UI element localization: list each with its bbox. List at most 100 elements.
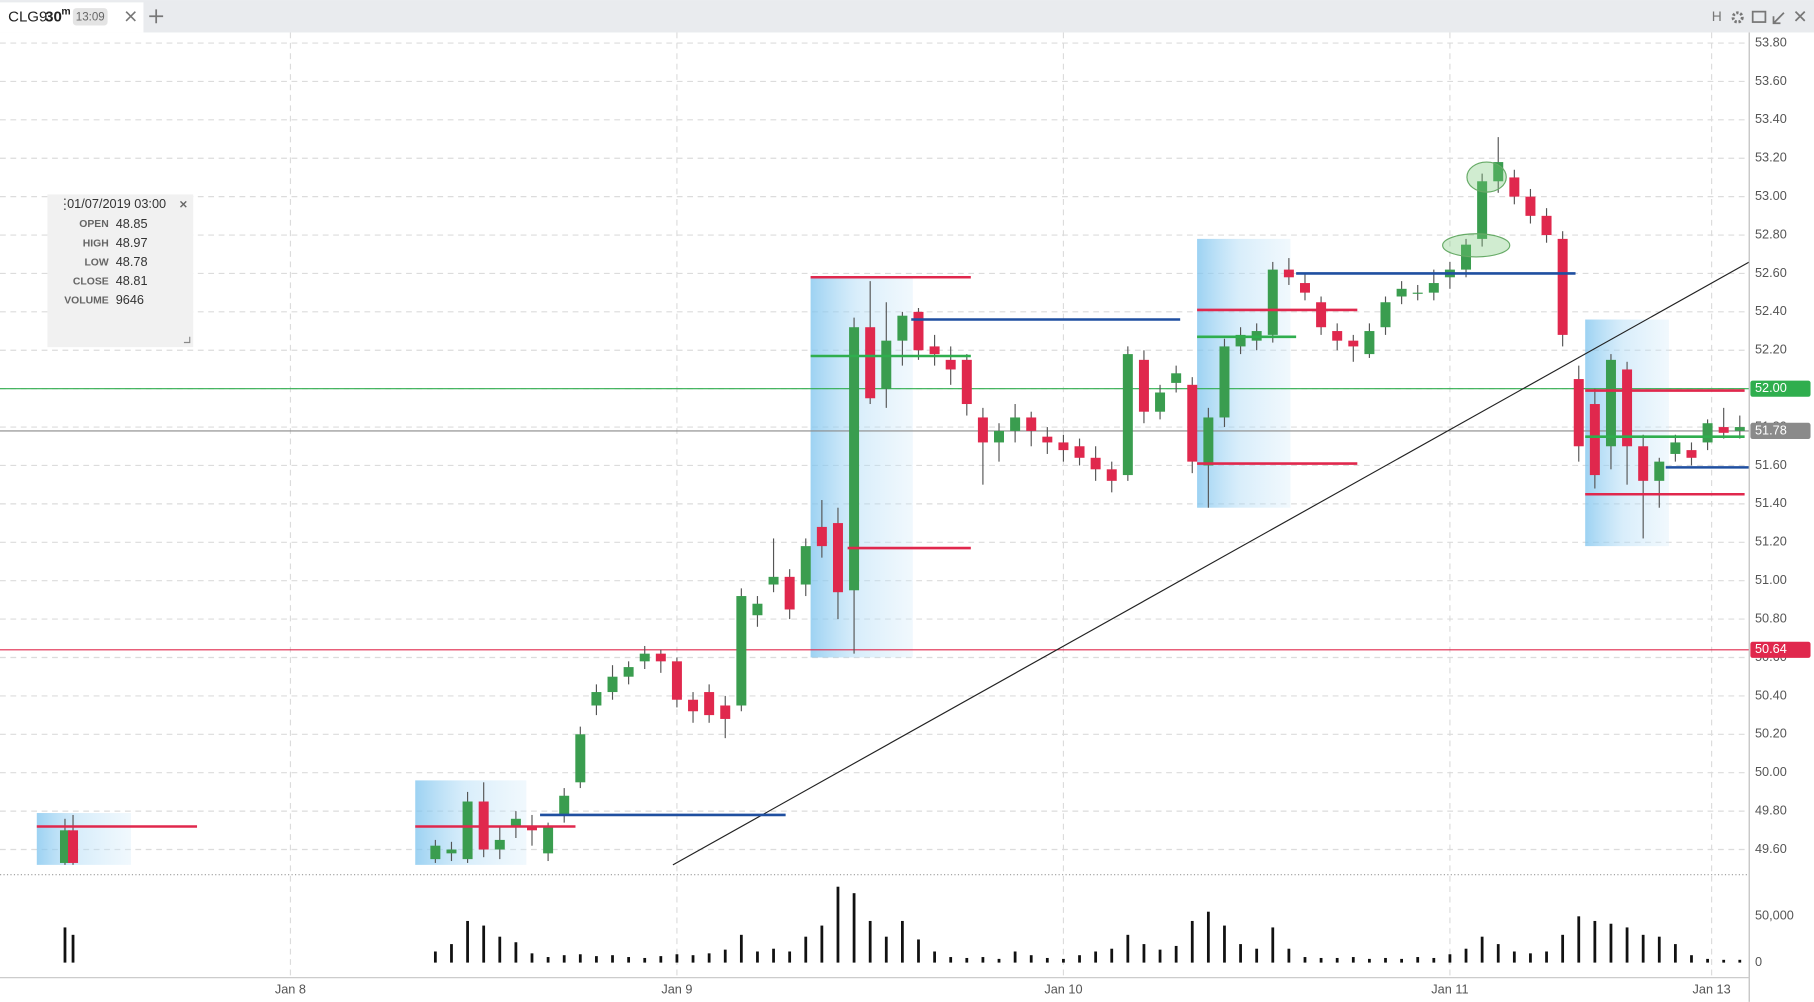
volume-bar [1593, 920, 1597, 963]
candle-body [784, 576, 795, 610]
candle-body [1557, 238, 1568, 335]
candle-body [1155, 392, 1166, 412]
volume-bar [1351, 957, 1355, 963]
volume-bar [917, 939, 920, 963]
tooltip: ⋮ 01/07/2019 03:00 OPEN 48.85 HIGH 48.97 LOW… [47, 194, 194, 348]
volume-bar [466, 920, 469, 963]
candle-body [1026, 417, 1037, 431]
axis-panel [1749, 32, 1814, 1002]
candle-body [945, 359, 956, 370]
volume-bar [71, 934, 75, 963]
y-tick-label: 53.00 [1755, 188, 1787, 203]
popout-icon[interactable] [1772, 12, 1785, 25]
volume-bar [981, 957, 985, 963]
trendline [672, 261, 1750, 866]
candle-body [430, 845, 441, 860]
candle-body [462, 801, 473, 860]
x-tick-label: Jan 8 [275, 982, 306, 997]
volume-bar [1690, 955, 1693, 963]
volume-bar [1078, 955, 1081, 963]
y-tick-label: 52.80 [1755, 226, 1787, 241]
candle-body [1010, 417, 1021, 431]
tooltip-time: 01/07/2019 03:00 [67, 196, 166, 211]
volume-bar [1239, 944, 1242, 963]
candle-body [1042, 436, 1053, 443]
price-label: 50.64 [1755, 641, 1787, 656]
candle-body [994, 430, 1005, 443]
volume-bar [1529, 953, 1532, 963]
close-tab[interactable] [125, 11, 136, 22]
tooltip-label: HIGH [83, 238, 109, 249]
candle-body [591, 692, 602, 706]
volume-bar [627, 957, 631, 963]
maximize-icon[interactable] [1751, 10, 1767, 23]
y-tick-label: 51.40 [1755, 495, 1787, 510]
candle-body [607, 676, 618, 693]
candle-body [1412, 292, 1423, 294]
y-tick-label: 51.60 [1755, 457, 1787, 472]
volume-bar [578, 954, 582, 963]
price-label-box [1750, 422, 1811, 440]
volume-bar [1738, 959, 1742, 963]
candle-body [1461, 244, 1472, 270]
candle-body [671, 661, 682, 700]
volume-bar [1287, 948, 1291, 963]
candle-body [1428, 283, 1439, 293]
resize-handle[interactable] [183, 336, 191, 344]
y-tick-label: 53.60 [1755, 73, 1787, 88]
volume-bar [1142, 944, 1146, 963]
volume-bar [1271, 927, 1275, 963]
candle-body [720, 705, 731, 719]
close-window[interactable] [1794, 11, 1806, 22]
volume-bar [884, 936, 888, 963]
candle-body [543, 826, 554, 854]
candle-body [704, 692, 715, 716]
volume-bar [820, 925, 824, 963]
volume-bar [1094, 951, 1098, 963]
volume-bar [1625, 927, 1629, 963]
candle-body [1605, 359, 1616, 447]
candle-body [849, 327, 860, 591]
volume-bar [643, 957, 647, 963]
tab[interactable] [0, 2, 144, 33]
volume-bar [1432, 957, 1436, 963]
candle-body [1090, 457, 1101, 470]
tooltip-close[interactable] [179, 200, 187, 208]
candle-body [1638, 446, 1649, 481]
candle-body [1171, 373, 1182, 383]
volume-bar [1190, 920, 1194, 963]
volume-bar [659, 956, 663, 963]
price-label: 51.78 [1755, 422, 1787, 437]
y-tick-label: 50.40 [1755, 687, 1787, 702]
volume-bar [1384, 957, 1387, 963]
candle-body [1138, 359, 1149, 412]
candle-body [1364, 331, 1375, 355]
tooltip-label: LOW [84, 257, 108, 268]
add-tab[interactable] [149, 9, 164, 24]
candle-body [929, 346, 940, 355]
volume-bar [1158, 949, 1162, 963]
y-tick-label: 49.80 [1755, 802, 1787, 817]
volume-bar [868, 920, 872, 963]
volume-bar [1448, 954, 1452, 963]
candle-body [1525, 196, 1536, 216]
volume-bar [1029, 955, 1033, 963]
candle-body [1718, 427, 1729, 433]
volume-bar [1319, 957, 1323, 963]
candle-body [977, 417, 988, 443]
tooltip-rows: OPEN 48.85 HIGH 48.97 LOW 48.78 CLOSE 48.81 VOLU… [64, 216, 147, 307]
candle-body [1380, 302, 1391, 328]
x-tick-label: Jan 10 [1044, 982, 1082, 997]
y-tick-label: 53.80 [1755, 34, 1787, 49]
toolbar-h[interactable]: H [1712, 8, 1722, 24]
candle-body [1187, 384, 1198, 462]
volume-bar [1480, 936, 1484, 963]
candle-body [655, 653, 666, 662]
volume-tick-label: 0 [1755, 954, 1762, 969]
volume-bar [772, 948, 775, 963]
drag-handle[interactable]: ⋮ [58, 196, 72, 212]
candle-body [59, 830, 70, 863]
volume-bar [804, 936, 808, 963]
candle-body [510, 818, 521, 827]
volume-bar [562, 955, 566, 963]
